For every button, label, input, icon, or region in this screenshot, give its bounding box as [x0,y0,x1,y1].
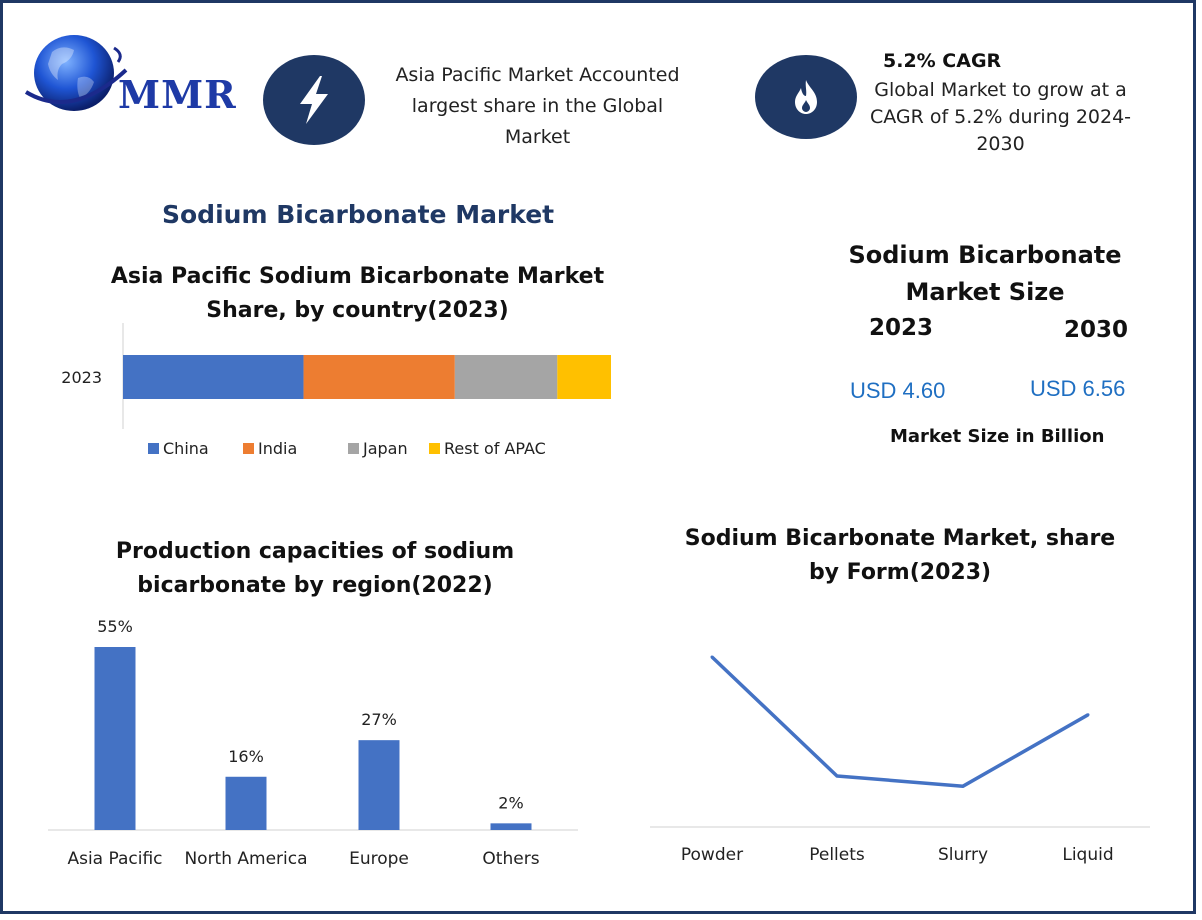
chart1-title: Asia Pacific Sodium Bicarbonate Market S… [110,264,605,323]
chart2-data-label: 16% [228,747,264,766]
form-line-chart: Powder Pellets Slurry Liquid [650,655,1150,865]
chart2-category-label: Europe [349,849,409,869]
chart2-category-label: Others [482,849,539,869]
page-title: Sodium Bicarbonate Market [162,200,555,229]
chart3-category-label: Powder [681,845,743,865]
market-value-2023: USD 4.60 [850,378,946,403]
chart2-data-label: 55% [97,617,133,636]
chart1-segment-japan [454,355,558,399]
market-size-title: Sodium Bicarbonate Market Size [848,241,1122,306]
globe-icon [24,35,128,111]
chart1-legend-label: Rest of APAC [444,439,546,458]
chart3-point [1086,713,1090,717]
chart1-legend-label: China [163,439,209,458]
chart2-bar [358,740,400,830]
chart3-category-label: Slurry [938,845,988,865]
highlight-2-text: Global Market to grow at a CAGR of 5.2% … [869,79,1132,155]
highlight-1-text: Asia Pacific Market Accounted largest sh… [395,64,680,148]
chart2-data-label: 27% [361,710,397,729]
chart2-bar [94,647,136,830]
chart3-title: Sodium Bicarbonate Market, share by Form… [684,526,1116,585]
chart2-category-label: North America [184,849,307,869]
chart3-category-label: Liquid [1062,845,1113,865]
chart3-point [961,784,965,788]
chart2-title: Production capacities of sodium bicarbon… [115,539,515,598]
chart3-category-label: Pellets [809,845,865,865]
chart3-series-line [710,655,1089,788]
chart1-segment-china [123,355,304,399]
lightning-badge [263,55,365,145]
logo: MMR [14,28,244,118]
chart2-data-label: 2% [498,793,523,812]
chart1-legend-label: Japan [362,439,408,458]
logo-text: MMR [118,72,237,117]
chart1-legend-swatch [243,443,254,454]
chart1-category-label: 2023 [61,368,102,387]
market-size-note: Market Size in Billion [890,426,1105,447]
capacity-bar-chart: 55% Asia Pacific 16% North America 27% Europe… [48,617,578,869]
chart3-point [710,655,714,659]
chart1-legend-label: India [258,439,297,458]
chart2-bar [490,823,532,830]
year-2030: 2030 [1064,317,1129,343]
chart1-segment-india [303,355,455,399]
year-2023: 2023 [869,315,934,341]
chart1-legend-swatch [429,443,440,454]
flame-badge [755,55,857,139]
lightning-icon [300,76,328,124]
chart3-point [835,774,839,778]
market-value-2030: USD 6.56 [1030,376,1126,401]
stacked-bar-chart: 2023 China India Japan Rest of APAC [61,323,611,458]
chart2-category-label: Asia Pacific [67,849,162,869]
chart1-legend-swatch [148,443,159,454]
chart1-segment-rest-of-apac [557,355,611,399]
cagr-title: 5.2% CAGR [883,50,1002,72]
flame-icon [795,80,817,114]
chart1-legend-swatch [348,443,359,454]
chart2-bar [225,776,267,830]
